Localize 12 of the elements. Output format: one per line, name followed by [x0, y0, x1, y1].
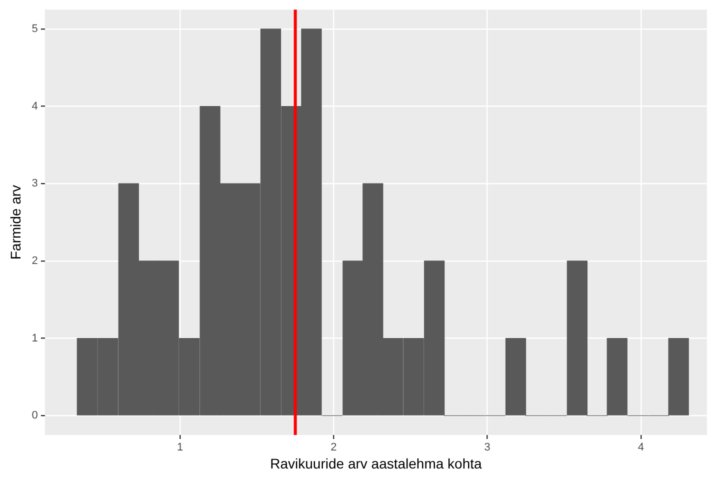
- y-tick-label: 1: [32, 332, 38, 344]
- x-tick-label: 1: [177, 442, 184, 454]
- x-tick-label: 3: [484, 442, 490, 454]
- x-tick-label: 2: [330, 442, 337, 454]
- y-tick-label: 3: [32, 178, 38, 190]
- y-tick-label: 2: [32, 255, 38, 268]
- y-tick-label: 5: [32, 22, 38, 35]
- x-tick-label: 4: [638, 442, 644, 454]
- y-tick-label: 4: [32, 100, 38, 112]
- y-axis-title: Farmide arv: [7, 184, 24, 260]
- y-tick-label: 0: [32, 410, 38, 422]
- x-axis-title: Ravikuuride arv aastalehma kohta: [270, 455, 482, 472]
